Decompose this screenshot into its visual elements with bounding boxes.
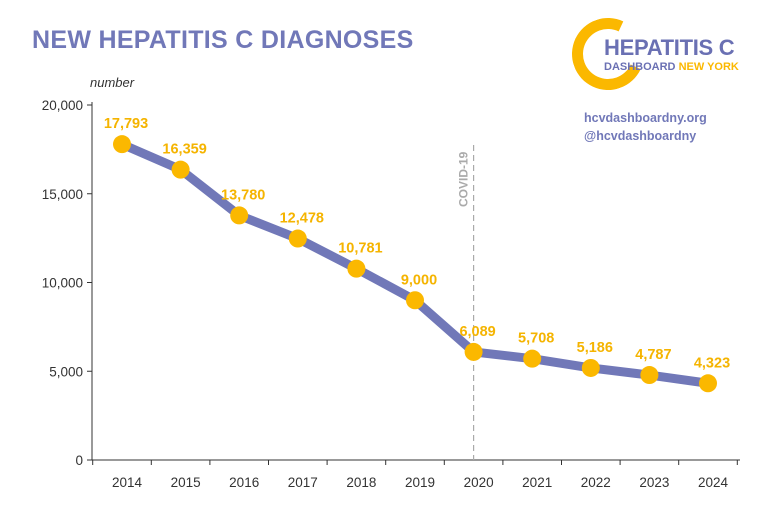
data-point: [288, 229, 307, 248]
y-tick-label: 15,000: [42, 187, 83, 202]
logo-line1: HEPATITIS C: [604, 35, 735, 60]
y-tick-label: 10,000: [42, 276, 83, 291]
logo-line2-dashboard: DASHBOARD: [604, 61, 676, 73]
y-tick-label: 5,000: [49, 364, 83, 379]
x-tick-label: 2022: [581, 475, 611, 490]
x-tick-label: 2019: [405, 475, 435, 490]
data-label: 13,780: [221, 187, 265, 203]
data-point: [581, 358, 600, 377]
x-tick-label: 2024: [698, 475, 729, 490]
data-label: 5,708: [518, 331, 554, 347]
data-label: 5,186: [577, 340, 613, 356]
covid-annotation-label: COVID-19: [457, 151, 471, 207]
website-link[interactable]: hcvdashboardny.org: [584, 111, 707, 125]
x-tick-label: 2018: [346, 475, 376, 490]
data-point: [230, 206, 249, 225]
x-tick-label: 2016: [229, 475, 259, 490]
data-label: 4,787: [635, 347, 671, 363]
social-handle[interactable]: @hcvdashboardny: [584, 129, 697, 143]
data-label: 10,781: [338, 241, 382, 257]
data-label: 12,478: [280, 211, 324, 227]
data-point: [171, 160, 190, 179]
data-label: 16,359: [162, 142, 206, 158]
x-tick-label: 2023: [639, 475, 669, 490]
data-point: [406, 291, 424, 310]
chart-title: NEW HEPATITIS C DIAGNOSES: [32, 26, 414, 54]
x-tick-label: 2015: [171, 475, 201, 490]
data-point: [113, 135, 131, 154]
data-point: [640, 366, 659, 385]
data-point: [347, 259, 366, 278]
data-point: [523, 349, 542, 368]
x-tick-label: 2014: [112, 475, 143, 490]
y-tick-label: 0: [75, 453, 83, 468]
data-label: 6,089: [459, 324, 495, 340]
y-tick-label: 20,000: [42, 98, 83, 113]
x-tick-label: 2017: [288, 475, 318, 490]
series-line: [117, 139, 713, 388]
x-tick-label: 2020: [464, 475, 494, 490]
contact-links: hcvdashboardny.org @hcvdashboardny: [584, 109, 707, 145]
y-axis-label: number: [90, 75, 135, 90]
data-point: [464, 342, 483, 361]
plot-area: 0 5,000 10,000 15,000 20,000 2014 2015 2016 2017…: [42, 98, 740, 490]
data-label: 17,793: [104, 116, 148, 132]
logo-line2: DASHBOARD NEW YORK: [604, 61, 739, 73]
logo-line2-newyork: NEW YORK: [678, 61, 739, 73]
data-label: 9,000: [401, 272, 437, 288]
data-point: [699, 374, 717, 393]
data-label: 4,323: [694, 355, 730, 371]
x-tick-label: 2021: [522, 475, 552, 490]
dashboard-logo[interactable]: HEPATITIS C DASHBOARD NEW YORK: [561, 7, 752, 101]
